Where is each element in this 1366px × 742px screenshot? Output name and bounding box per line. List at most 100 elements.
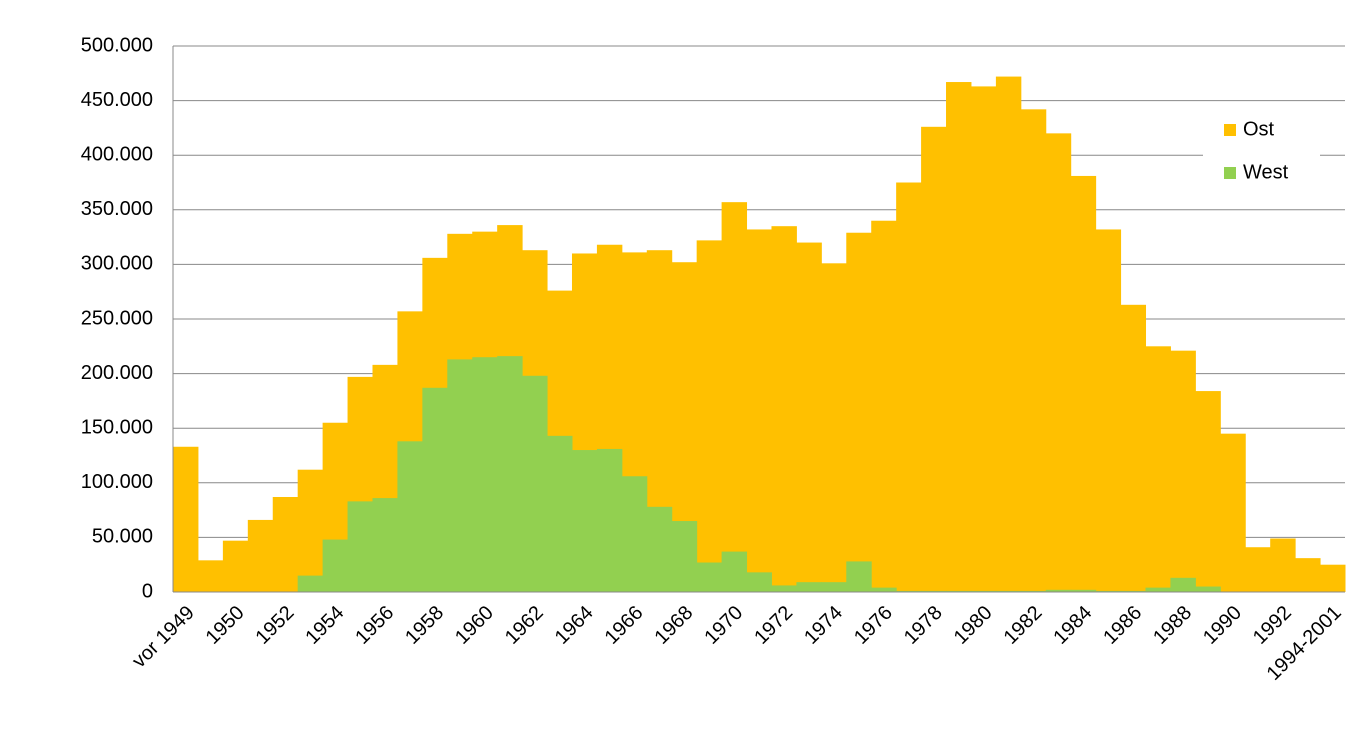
x-tick-label: 1956	[351, 602, 398, 649]
bar	[921, 590, 947, 592]
y-tick-label: 100.000	[81, 471, 153, 493]
y-tick-label: 350.000	[81, 198, 153, 220]
bar	[197, 560, 224, 592]
bar	[621, 476, 648, 592]
y-tick-label: 500.000	[81, 34, 153, 56]
bar	[995, 76, 1022, 593]
bar	[821, 582, 847, 592]
x-tick-label: 1964	[551, 602, 598, 649]
bar	[696, 240, 723, 592]
y-tick-label: 450.000	[81, 89, 153, 111]
bar	[447, 359, 473, 592]
y-tick-label: 250.000	[81, 307, 153, 329]
bar	[1045, 133, 1072, 593]
x-tick-label: 1992	[1249, 602, 1296, 649]
bar	[297, 575, 324, 592]
bar	[896, 590, 922, 592]
bar	[247, 519, 274, 592]
bar	[646, 506, 673, 592]
bar	[796, 582, 822, 592]
x-tick-label: 1978	[900, 602, 947, 649]
bar	[571, 450, 598, 592]
bar	[946, 82, 972, 592]
bar	[970, 590, 997, 592]
x-tick-label: 1990	[1199, 602, 1246, 649]
x-tick-label: 1954	[301, 602, 348, 649]
x-tick-label: 1960	[451, 602, 498, 649]
bar	[1145, 346, 1171, 592]
bar	[896, 182, 922, 592]
bar	[946, 590, 972, 592]
bar	[596, 448, 623, 592]
bar	[796, 242, 822, 592]
x-tick-label: 1982	[1000, 602, 1047, 649]
legend-label: West	[1243, 161, 1289, 183]
bar	[771, 585, 797, 592]
bar	[821, 263, 847, 592]
bar	[1145, 587, 1171, 592]
legend-label: Ost	[1243, 118, 1275, 140]
bar	[721, 551, 748, 592]
x-tick-label: 1962	[501, 602, 548, 649]
bar	[771, 226, 797, 592]
y-tick-label: 150.000	[81, 416, 153, 438]
bar	[173, 446, 199, 592]
bar	[1120, 590, 1147, 592]
bar	[1170, 577, 1196, 592]
bar	[1120, 304, 1147, 592]
x-tick-label: 1970	[700, 602, 747, 649]
bar	[1070, 589, 1097, 592]
bar	[1095, 229, 1122, 592]
legend-box	[1203, 110, 1320, 192]
bar	[995, 590, 1022, 592]
bar	[1095, 590, 1122, 592]
bar	[1170, 350, 1196, 592]
bar	[970, 86, 997, 593]
bar	[1270, 538, 1296, 592]
y-tick-label: 400.000	[81, 143, 153, 165]
x-tick-label: 1974	[800, 602, 847, 649]
bar	[422, 387, 448, 592]
bar	[322, 539, 349, 592]
bar	[297, 469, 324, 592]
bar	[347, 501, 373, 592]
bar	[696, 562, 723, 592]
y-tick-label: 300.000	[81, 253, 153, 275]
bar	[746, 572, 772, 592]
bar	[746, 229, 772, 592]
bar	[721, 202, 748, 592]
bar	[1020, 590, 1047, 592]
x-tick-label: 1968	[650, 602, 697, 649]
bar	[1045, 589, 1072, 592]
x-tick-label: 1986	[1099, 602, 1146, 649]
y-tick-label: 200.000	[81, 362, 153, 384]
bar	[372, 498, 398, 592]
x-tick-label: 1988	[1149, 602, 1196, 649]
x-tick-label: 1980	[950, 602, 997, 649]
bar	[472, 357, 498, 592]
x-tick-label: 1972	[750, 602, 797, 649]
bar	[871, 220, 897, 592]
bar	[921, 126, 947, 593]
bar	[1295, 558, 1321, 592]
bar	[1020, 109, 1047, 592]
y-tick-label: 0	[142, 580, 153, 602]
bar	[846, 561, 872, 592]
legend-swatch	[1224, 167, 1236, 179]
bar	[497, 356, 523, 592]
bar	[547, 435, 573, 592]
bar	[1195, 586, 1221, 592]
bar	[1070, 175, 1097, 592]
bar	[1195, 391, 1221, 592]
bar	[222, 540, 249, 592]
y-tick-label: 50.000	[92, 526, 153, 548]
x-tick-label: 1966	[601, 602, 648, 649]
bar	[846, 232, 872, 592]
bar	[871, 587, 897, 592]
x-tick-label: vor 1949	[128, 602, 199, 673]
bar	[272, 496, 299, 592]
x-tick-label: 1976	[850, 602, 897, 649]
bar	[522, 375, 548, 592]
bar	[671, 521, 698, 592]
